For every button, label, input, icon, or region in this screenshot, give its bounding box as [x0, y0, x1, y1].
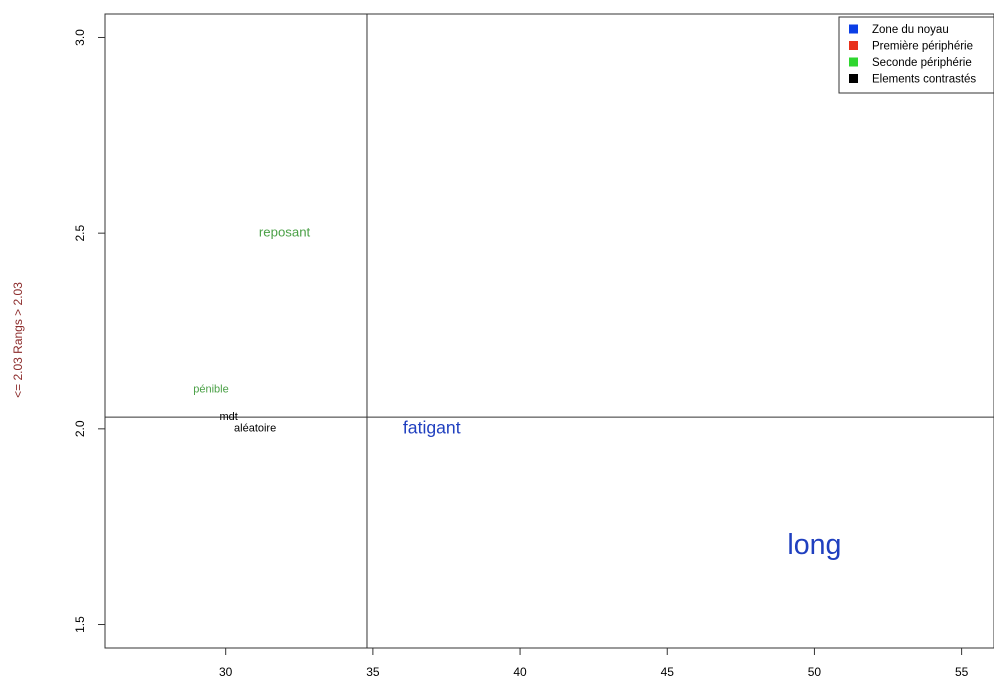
point-label: long — [787, 529, 841, 561]
point-label: mdt — [219, 411, 237, 423]
legend-box — [838, 16, 994, 94]
y-tick-label: 1.5 — [73, 616, 87, 633]
x-axis: 30 35 40 45 50 55 — [219, 648, 969, 679]
x-tick-label: 40 — [513, 665, 527, 679]
legend-swatch — [849, 41, 858, 50]
legend: Zone du noyau Première périphérie Seconde … — [838, 16, 994, 94]
x-tick-label: 30 — [219, 665, 233, 679]
x-tick-label: 35 — [366, 665, 380, 679]
y-tick-label: 3.0 — [73, 29, 87, 46]
legend-swatch — [849, 57, 858, 67]
y-axis: 1.5 2.0 2.5 3.0 — [73, 29, 105, 633]
legend-label: Seconde périphérie — [872, 57, 972, 69]
x-tick-label: 55 — [955, 665, 969, 679]
y-tick-label: 2.0 — [73, 420, 87, 437]
point-label: pénible — [193, 384, 228, 396]
legend-swatch — [849, 74, 858, 83]
point-label: fatigant — [403, 417, 461, 437]
legend-swatch — [849, 24, 858, 34]
x-tick-label: 45 — [661, 665, 675, 679]
point-label: reposant — [259, 225, 311, 240]
legend-label: Zone du noyau — [872, 24, 949, 36]
y-axis-label: <= 2.03 Rangs > 2.03 — [11, 282, 25, 398]
legend-label: Première périphérie — [872, 41, 973, 53]
point-label: aléatoire — [234, 423, 276, 435]
plot-frame — [104, 13, 994, 649]
y-tick-label: 2.5 — [73, 224, 87, 241]
x-tick-label: 50 — [808, 665, 822, 679]
legend-label: Elements contrastés — [872, 74, 976, 86]
